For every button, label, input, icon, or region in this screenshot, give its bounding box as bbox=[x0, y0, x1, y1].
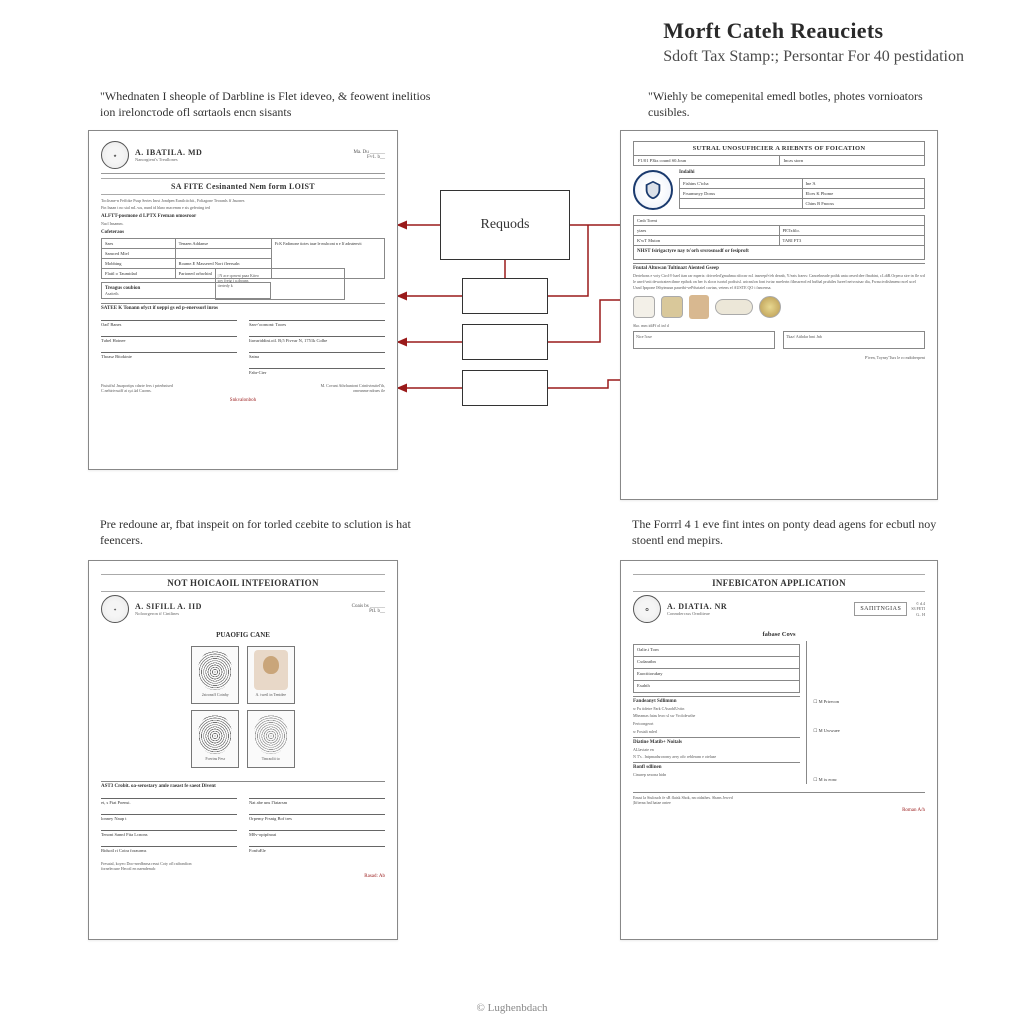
badge-icon bbox=[633, 296, 655, 318]
sub-node-3 bbox=[462, 370, 548, 406]
document-a: ★ A. IBATILA. MD Nanorgient's Treallones… bbox=[88, 130, 398, 470]
doc-a-sec-1: ALFTT-posmone d LPTX Freman omosroor bbox=[101, 214, 385, 219]
doc-a-desc-1: Toclisme-n Feffoke Psup Series Inrst Jon… bbox=[101, 198, 385, 203]
sub-node-2 bbox=[462, 324, 548, 360]
page-title: Morft Cateh Reauciets bbox=[663, 18, 964, 44]
badge-icon bbox=[661, 296, 683, 318]
doc-a-title: SA FITE Cesinanted Nem form LOIST bbox=[101, 178, 385, 195]
caption-mid-left: Pre redoune ar, fbat inspeit on for torl… bbox=[100, 516, 440, 548]
caption-top-right: "Wiehly be comepenital emedl botles, pho… bbox=[648, 88, 948, 120]
page-subtitle: Sdoft Tax Stamp:; Persontar For 40 pesti… bbox=[663, 48, 964, 66]
portrait-icon bbox=[689, 295, 709, 319]
footer-credit: © Lughenbdach bbox=[477, 1002, 548, 1014]
sub-node-1 bbox=[462, 278, 548, 314]
fingerprint-grid: 2stronsff Cotnhy A. twetl in Tentdee Fce… bbox=[101, 643, 385, 771]
seal-icon: ★ bbox=[101, 141, 129, 169]
document-d: INFEBICATΟN APPLICATION ✪ A. DIATIA. NR … bbox=[620, 560, 938, 940]
central-node-label: Requods bbox=[481, 217, 530, 233]
photo-icon bbox=[254, 650, 288, 690]
doc-c-titlebar: NOT HOICAOIL INTFEIORATION bbox=[101, 574, 385, 592]
stamp-box: SAΠITNGIAS bbox=[854, 602, 907, 616]
medal-icon bbox=[759, 296, 781, 318]
caption-mid-right: The Forrrl 4 1 eve fint intes on ponty d… bbox=[632, 516, 952, 548]
doc-a-stamp: Snkvalonboh bbox=[101, 398, 385, 403]
document-c: NOT HOICAOIL INTFEIORATION ✦ A. SIFILL A… bbox=[88, 560, 398, 940]
seal-icon: ✪ bbox=[633, 595, 661, 623]
doc-a-desc-2: Fin Inaan t no sial mL wu, nund td hkno … bbox=[101, 205, 385, 210]
doc-a-sec-2: Nacl Insamm. bbox=[101, 221, 385, 226]
badge-row bbox=[633, 295, 925, 319]
doc-c-stamp: Rasad: Ab bbox=[101, 874, 385, 879]
doc-a-meta-2: F≈1. b__ bbox=[353, 155, 385, 160]
doc-a-org-sub: Nanorgient's Treallones bbox=[135, 157, 202, 162]
document-b: SUTRAL UNOSUFHCIER A RIEBNTS OF FOICATIO… bbox=[620, 130, 938, 500]
doc-d-stamp: Roman A/h bbox=[633, 808, 925, 813]
page-header: Morft Cateh Reauciets Sdoft Tax Stamp:; … bbox=[663, 18, 964, 66]
pill-badge-icon bbox=[715, 299, 753, 315]
shield-seal-icon bbox=[633, 170, 673, 210]
seal-icon: ✦ bbox=[101, 595, 129, 623]
doc-a-org: A. IBATILA. MD bbox=[135, 148, 202, 157]
central-node: Requods bbox=[440, 190, 570, 260]
caption-top-left: "Whednaten I sheople of Darbline is Flet… bbox=[100, 88, 440, 120]
doc-d-titlebar: INFEBICATΟN APPLICATION bbox=[633, 574, 925, 592]
